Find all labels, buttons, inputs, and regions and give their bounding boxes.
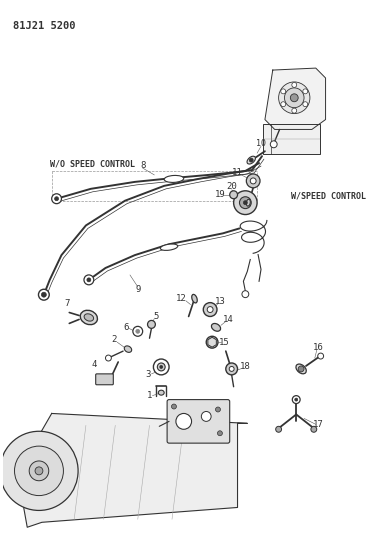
Ellipse shape <box>246 199 250 206</box>
Ellipse shape <box>80 310 97 325</box>
Circle shape <box>157 363 165 371</box>
Text: 11: 11 <box>232 168 243 177</box>
Circle shape <box>87 278 91 282</box>
Text: 81J21 5200: 81J21 5200 <box>12 21 75 30</box>
Ellipse shape <box>124 346 132 352</box>
Ellipse shape <box>211 324 221 331</box>
Circle shape <box>218 431 222 435</box>
Text: 15: 15 <box>218 338 229 346</box>
Text: 17: 17 <box>312 420 323 429</box>
Circle shape <box>106 355 111 361</box>
Text: 8: 8 <box>140 160 146 169</box>
Circle shape <box>215 407 220 412</box>
Circle shape <box>230 191 237 199</box>
Circle shape <box>311 426 317 432</box>
Circle shape <box>160 366 163 368</box>
Text: 1: 1 <box>147 391 152 400</box>
Circle shape <box>281 89 286 94</box>
Ellipse shape <box>160 244 178 251</box>
Circle shape <box>229 367 234 372</box>
Circle shape <box>281 102 286 107</box>
Text: 3: 3 <box>146 370 151 379</box>
Ellipse shape <box>164 175 184 182</box>
Ellipse shape <box>158 390 164 395</box>
Circle shape <box>246 174 260 188</box>
Ellipse shape <box>84 314 94 321</box>
Text: 4: 4 <box>91 360 97 369</box>
Circle shape <box>147 320 155 328</box>
Circle shape <box>292 108 297 113</box>
Text: 7: 7 <box>65 299 70 308</box>
Circle shape <box>42 292 46 297</box>
Circle shape <box>171 404 177 409</box>
Ellipse shape <box>247 156 255 164</box>
Circle shape <box>84 275 94 285</box>
FancyBboxPatch shape <box>96 374 113 385</box>
Circle shape <box>55 197 59 201</box>
Text: 12: 12 <box>175 294 186 303</box>
Text: W/O SPEED CONTROL: W/O SPEED CONTROL <box>50 159 135 168</box>
Circle shape <box>303 89 308 94</box>
Text: 9: 9 <box>135 285 140 294</box>
Circle shape <box>250 178 256 184</box>
Circle shape <box>201 411 211 422</box>
Text: 13: 13 <box>215 297 225 306</box>
Circle shape <box>52 194 61 204</box>
Text: 2: 2 <box>112 335 117 344</box>
Circle shape <box>234 191 257 215</box>
Circle shape <box>284 88 304 108</box>
Circle shape <box>133 326 143 336</box>
Circle shape <box>38 289 49 300</box>
Circle shape <box>292 395 300 403</box>
Text: W/SPEED CONTROL: W/SPEED CONTROL <box>291 191 366 200</box>
Circle shape <box>203 303 217 317</box>
Text: 18: 18 <box>240 362 251 372</box>
Polygon shape <box>265 68 326 130</box>
Circle shape <box>295 398 298 401</box>
Text: 5: 5 <box>154 312 159 321</box>
Circle shape <box>276 426 282 432</box>
Circle shape <box>207 306 213 312</box>
Circle shape <box>29 461 49 481</box>
Text: 6: 6 <box>123 323 129 332</box>
FancyBboxPatch shape <box>167 400 230 443</box>
Circle shape <box>242 290 249 297</box>
Circle shape <box>249 158 253 162</box>
Ellipse shape <box>192 294 197 303</box>
Text: 20: 20 <box>226 182 237 191</box>
Text: 19: 19 <box>215 190 225 199</box>
Circle shape <box>318 353 324 359</box>
Text: 16: 16 <box>314 343 324 352</box>
Circle shape <box>206 336 218 348</box>
Circle shape <box>176 414 192 429</box>
Circle shape <box>153 359 169 375</box>
Circle shape <box>0 431 78 511</box>
Circle shape <box>279 82 310 114</box>
Circle shape <box>243 201 247 205</box>
Ellipse shape <box>296 364 306 374</box>
Circle shape <box>292 83 297 87</box>
Circle shape <box>303 102 308 107</box>
Circle shape <box>226 363 237 375</box>
Bar <box>263 125 320 154</box>
Text: 14: 14 <box>222 315 233 324</box>
Circle shape <box>14 446 63 496</box>
Circle shape <box>290 94 298 102</box>
Text: 10: 10 <box>256 139 266 148</box>
Circle shape <box>270 141 277 148</box>
Circle shape <box>298 366 304 372</box>
Polygon shape <box>17 414 247 527</box>
Polygon shape <box>208 337 217 347</box>
Circle shape <box>136 329 140 333</box>
Circle shape <box>35 467 43 475</box>
Circle shape <box>239 197 251 208</box>
